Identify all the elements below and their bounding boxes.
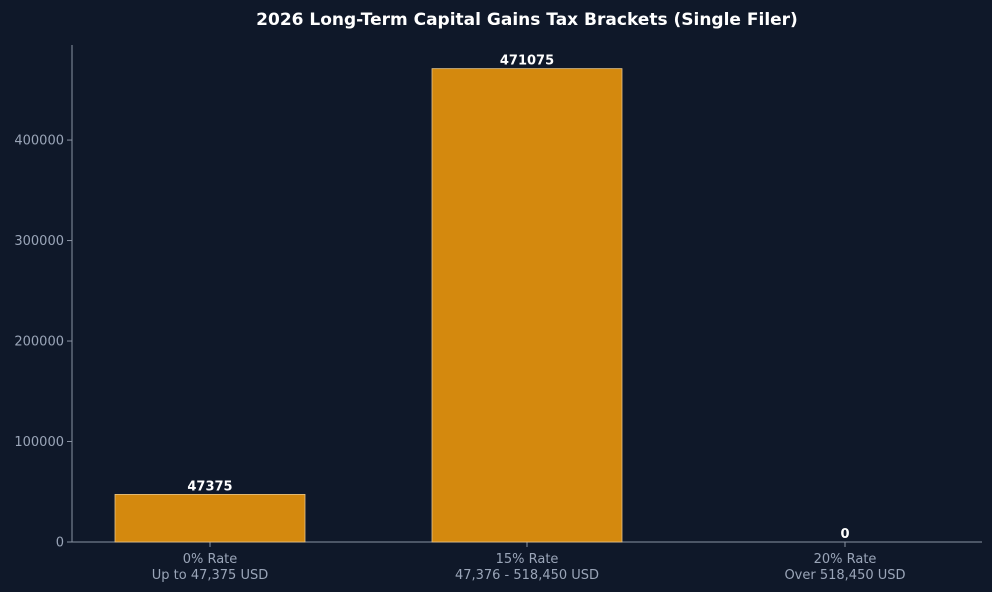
- y-tick-label: 0: [56, 536, 64, 551]
- chart-title: 2026 Long-Term Capital Gains Tax Bracket…: [256, 10, 798, 30]
- data-label: 47375: [187, 479, 232, 494]
- x-tick-label: 47,376 - 518,450 USD: [455, 568, 599, 583]
- bars: [114, 68, 623, 543]
- y-axis: 0 100000 200000 300000 400000: [14, 45, 73, 551]
- y-tick-label: 400000: [14, 134, 64, 149]
- y-tick-label: 100000: [14, 435, 64, 450]
- data-label: 471075: [500, 54, 554, 69]
- x-tick-label: 0% Rate: [183, 552, 238, 567]
- y-tick-label: 300000: [14, 234, 64, 249]
- y-tick-label: 200000: [14, 335, 64, 350]
- data-label: 0: [840, 527, 849, 542]
- bar: [431, 68, 623, 543]
- bar: [114, 493, 306, 543]
- x-tick-label: Up to 47,375 USD: [152, 568, 268, 583]
- x-tick-label: Over 518,450 USD: [784, 568, 905, 583]
- x-tick-label: 20% Rate: [814, 552, 877, 567]
- data-labels: 47375 471075 0: [187, 54, 849, 542]
- x-tick-label: 15% Rate: [496, 552, 559, 567]
